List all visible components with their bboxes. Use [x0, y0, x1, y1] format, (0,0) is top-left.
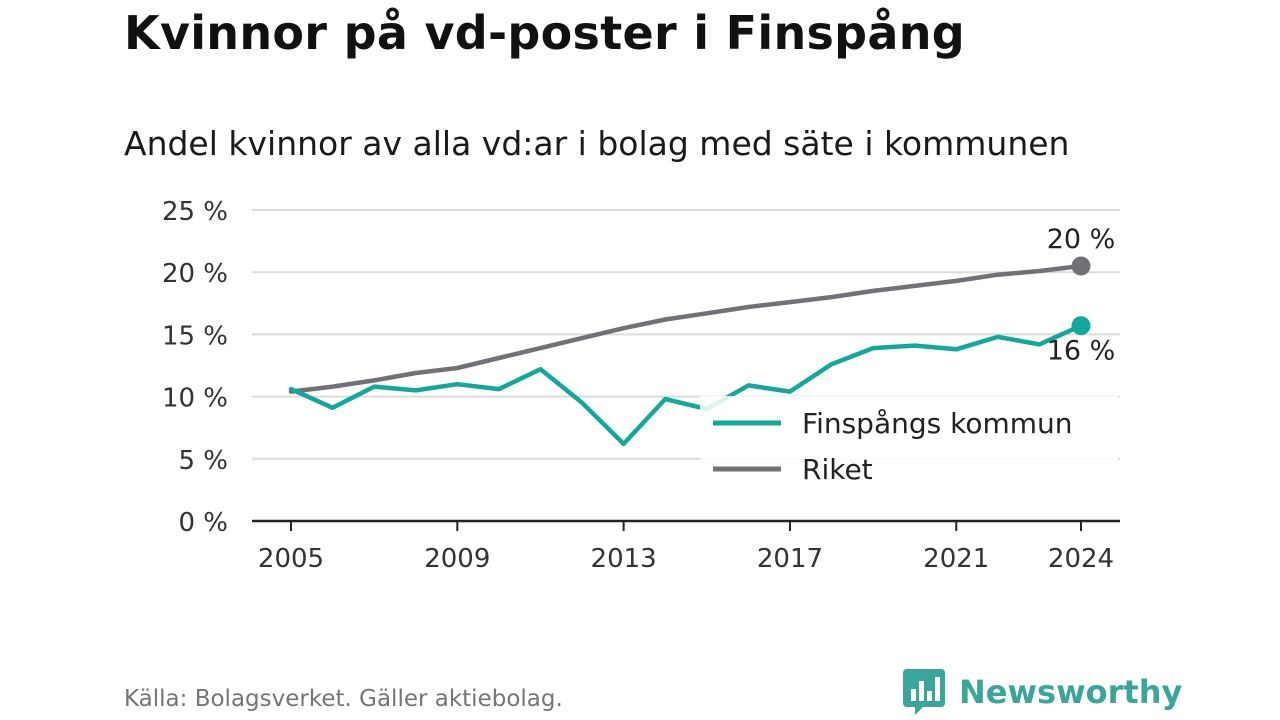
x-tick-label: 2013 [591, 544, 657, 574]
y-tick-label: 20 % [162, 259, 228, 289]
end-label-riket: 20 % [1047, 224, 1116, 255]
series-line [288, 263, 1084, 394]
end-label-finspang: 16 % [1047, 336, 1116, 367]
brand-name: Newsworthy [959, 673, 1183, 711]
x-tick-label: 2017 [757, 544, 823, 574]
end-labels: 20 % 16 % [1047, 224, 1116, 367]
y-axis-ticks: 0 % 5 % 10 % 15 % 20 % 25 % [162, 197, 228, 538]
series-end-point [1071, 256, 1091, 276]
x-tick-label: 2024 [1048, 544, 1114, 574]
x-tick-label: 2005 [258, 544, 324, 574]
series-lines [288, 256, 1091, 447]
legend-label: Finspångs kommun [802, 407, 1073, 440]
legend-label: Riket [802, 453, 873, 486]
series-end-point [1071, 316, 1091, 336]
y-tick-label: 25 % [162, 197, 228, 227]
y-tick-label: 0 % [178, 508, 228, 538]
legend-box [700, 396, 1118, 496]
x-axis: 2005 2009 2013 2017 2021 2024 [252, 519, 1120, 574]
brand-logo: Newsworthy [903, 669, 1182, 715]
chart-title: Kvinnor på vd-poster i Finspång [124, 6, 966, 60]
legend: Finspångs kommun Riket [700, 396, 1118, 496]
y-tick-label: 10 % [162, 384, 228, 414]
x-tick-label: 2021 [923, 544, 989, 574]
series-line [288, 323, 1084, 447]
source-note: Källa: Bolagsverket. Gäller aktiebolag. [124, 686, 563, 712]
x-tick-label: 2009 [424, 544, 490, 574]
chart-subtitle: Andel kvinnor av alla vd:ar i bolag med … [124, 124, 1070, 163]
bar-chart-speech-bubble-icon [903, 669, 945, 715]
y-tick-label: 15 % [162, 321, 228, 351]
y-tick-label: 5 % [178, 446, 228, 476]
